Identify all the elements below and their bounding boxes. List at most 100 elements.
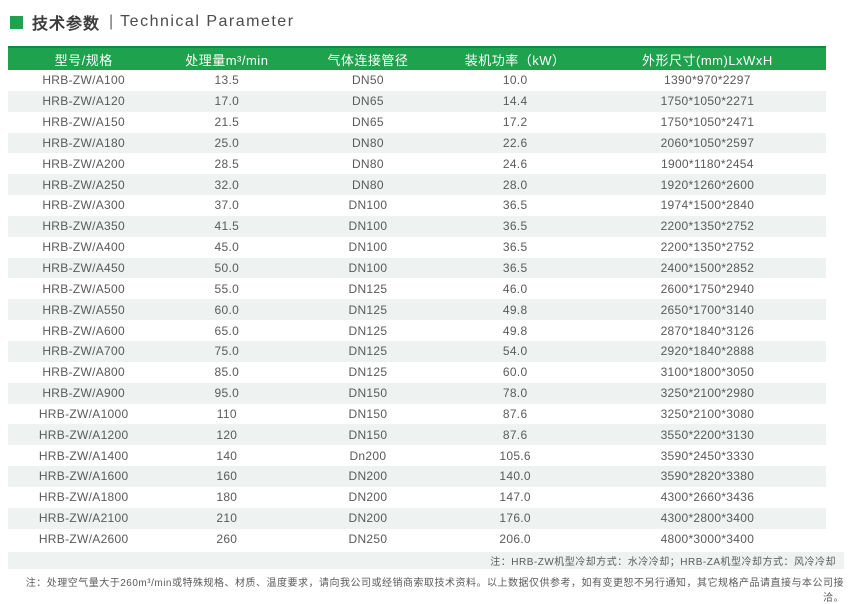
table-cell: 10.0	[502, 73, 528, 88]
section-title-en: Technical Parameter	[120, 13, 295, 30]
table-cell: DN200	[348, 490, 388, 505]
table-cell: 110	[216, 406, 237, 421]
table-cell: 95.0	[214, 386, 240, 401]
table-cell: 140.0	[499, 469, 531, 484]
table-cell: 55.0	[214, 281, 240, 296]
table-cell: 176.0	[499, 511, 531, 526]
table-cell: 75.0	[214, 344, 240, 359]
table-row: HRB-ZW/A550 60.0 DN125 49.8 2650*1700*3140	[8, 299, 826, 321]
table-cell: 60.0	[502, 365, 528, 380]
table-cell: HRB-ZW/A2100	[38, 511, 129, 526]
table-row: HRB-ZW/A1600 160 DN200 140.0 3590*2820*3380	[8, 466, 826, 487]
table-cell: 1750*1050*2271	[660, 94, 755, 109]
table-cell: 140	[216, 448, 238, 463]
table-row: HRB-ZW/A900 95.0 DN150 78.0 3250*2100*2980	[8, 382, 826, 404]
table-cell: DN150	[348, 406, 388, 421]
table-cell: HRB-ZW/A900	[42, 386, 125, 401]
table-cell: 4800*3000*3400	[660, 531, 755, 546]
table-cell: HRB-ZW/A1400	[38, 448, 129, 463]
table-cell: 2650*1700*3140	[660, 302, 755, 317]
table-cell: HRB-ZW/A250	[42, 177, 125, 192]
table-cell: 49.8	[502, 323, 528, 338]
table-cell: 105.6	[499, 448, 531, 463]
table-cell: DN100	[348, 240, 388, 255]
table-cell: DN80	[351, 177, 384, 192]
table-cell: DN125	[348, 302, 388, 317]
table-cell: 87.6	[502, 427, 528, 442]
table-cell: 50.0	[214, 261, 240, 276]
table-cell: HRB-ZW/A500	[42, 281, 125, 296]
table-cell: DN200	[348, 511, 388, 526]
table-cell: 54.0	[502, 344, 528, 359]
table-cell: HRB-ZW/A1600	[38, 469, 129, 484]
table-cell: 36.5	[502, 219, 528, 234]
table-cell: 3250*2100*2980	[660, 386, 755, 401]
table-cell: 46.0	[502, 281, 528, 296]
table-cell: HRB-ZW/A2600	[38, 531, 129, 546]
table-cell: 206.0	[499, 531, 531, 546]
table-cell: 60.0	[214, 302, 240, 317]
table-cell: 17.0	[214, 94, 240, 109]
table-row: HRB-ZW/A150 21.5 DN65 17.2 1750*1050*2471	[8, 111, 826, 133]
table-row: HRB-ZW/A1800 180 DN200 147.0 4300*2660*3436	[8, 486, 826, 508]
table-row: HRB-ZW/A800 85.0 DN125 60.0 3100*1800*3050	[8, 361, 826, 383]
table-cell: 65.0	[214, 323, 240, 338]
column-header: 外形尺寸(mm)LxWxH	[588, 46, 826, 70]
table-cell: DN100	[348, 198, 388, 213]
table-cell: 24.6	[502, 156, 528, 171]
table-cell: 120	[216, 427, 238, 442]
table-cell: 41.5	[214, 219, 240, 234]
table-cell: 2600*1750*2940	[660, 281, 755, 296]
table-cell: 21.5	[214, 115, 240, 130]
table-cell: 4300*2800*3400	[660, 511, 755, 526]
table-cell: 36.5	[502, 261, 528, 276]
table-cell: 28.0	[502, 177, 528, 192]
table-cell: HRB-ZW/A1200	[38, 427, 129, 442]
table-row: HRB-ZW/A1200 120 DN150 87.6 3550*2200*3130	[8, 424, 826, 446]
table-cell: 3250*2100*3080	[660, 406, 755, 421]
table-cell: 3550*2200*3130	[660, 427, 755, 442]
table-cell: 49.8	[502, 302, 528, 317]
table-cell: Dn200	[349, 448, 387, 463]
table-cell: 13.5	[214, 73, 240, 88]
table-cell: DN50	[351, 73, 384, 88]
table-cell: HRB-ZW/A100	[42, 73, 125, 88]
table-cell: HRB-ZW/A180	[42, 135, 125, 150]
table-cell: 147.0	[499, 490, 531, 505]
table-row: HRB-ZW/A100 13.5 DN50 10.0 1390*970*2297	[8, 70, 826, 91]
table-cell: 3590*2820*3380	[660, 469, 755, 484]
table-cell: DN80	[351, 135, 384, 150]
table-cell: HRB-ZW/A350	[42, 219, 125, 234]
table-cell: 36.5	[502, 240, 528, 255]
table-cell: DN125	[348, 323, 388, 338]
table-row: HRB-ZW/A300 37.0 DN100 36.5 1974*1500*2840	[8, 195, 826, 216]
column-header: 装机功率（kW）	[441, 46, 589, 70]
table-cell: 1390*970*2297	[664, 73, 751, 88]
table-cell: 210	[216, 511, 238, 526]
table-cell: 22.6	[502, 135, 528, 150]
table-cell: DN150	[348, 386, 388, 401]
table-cell: DN150	[348, 427, 388, 442]
table-cell: HRB-ZW/A600	[42, 323, 125, 338]
column-header: 型号/规格	[8, 46, 160, 70]
table-cell: 45.0	[214, 240, 240, 255]
table-cell: HRB-ZW/A150	[42, 115, 125, 130]
table-cell: DN250	[348, 531, 388, 546]
table-row: HRB-ZW/A2600 260 DN250 206.0 4800*3000*3400	[8, 528, 826, 550]
table-cell: DN125	[348, 344, 388, 359]
table-row: HRB-ZW/A500 55.0 DN125 46.0 2600*1750*2940	[8, 278, 826, 300]
footer-note-text: 注：处理空气量大于260m³/min或特殊规格、材质、温度要求，请向我公司或经销…	[25, 578, 844, 604]
table-header-row: 型号/规格 处理量m³/min 气体连接管径 装机功率（kW） 外形尺寸(mm)LxWx…	[8, 46, 826, 70]
table-cell: HRB-ZW/A200	[42, 156, 125, 171]
table-cell: 180	[216, 490, 238, 505]
table-row: HRB-ZW/A180 25.0 DN80 22.6 2060*1050*2597	[8, 132, 826, 154]
table-cell: 2870*1840*3126	[660, 323, 755, 338]
table-cell: 78.0	[502, 386, 528, 401]
table-cell: 1900*1180*2454	[661, 156, 754, 171]
table-row: HRB-ZW/A400 45.0 DN100 36.5 2200*1350*2752	[8, 236, 826, 258]
section-header: 技术参数 | Technical Parameter	[0, 0, 850, 34]
table-row: HRB-ZW/A600 65.0 DN125 49.8 2870*1840*3126	[8, 320, 826, 341]
table-cell: 1750*1050*2471	[660, 115, 755, 130]
table-cell: 2060*1050*2597	[660, 135, 755, 150]
